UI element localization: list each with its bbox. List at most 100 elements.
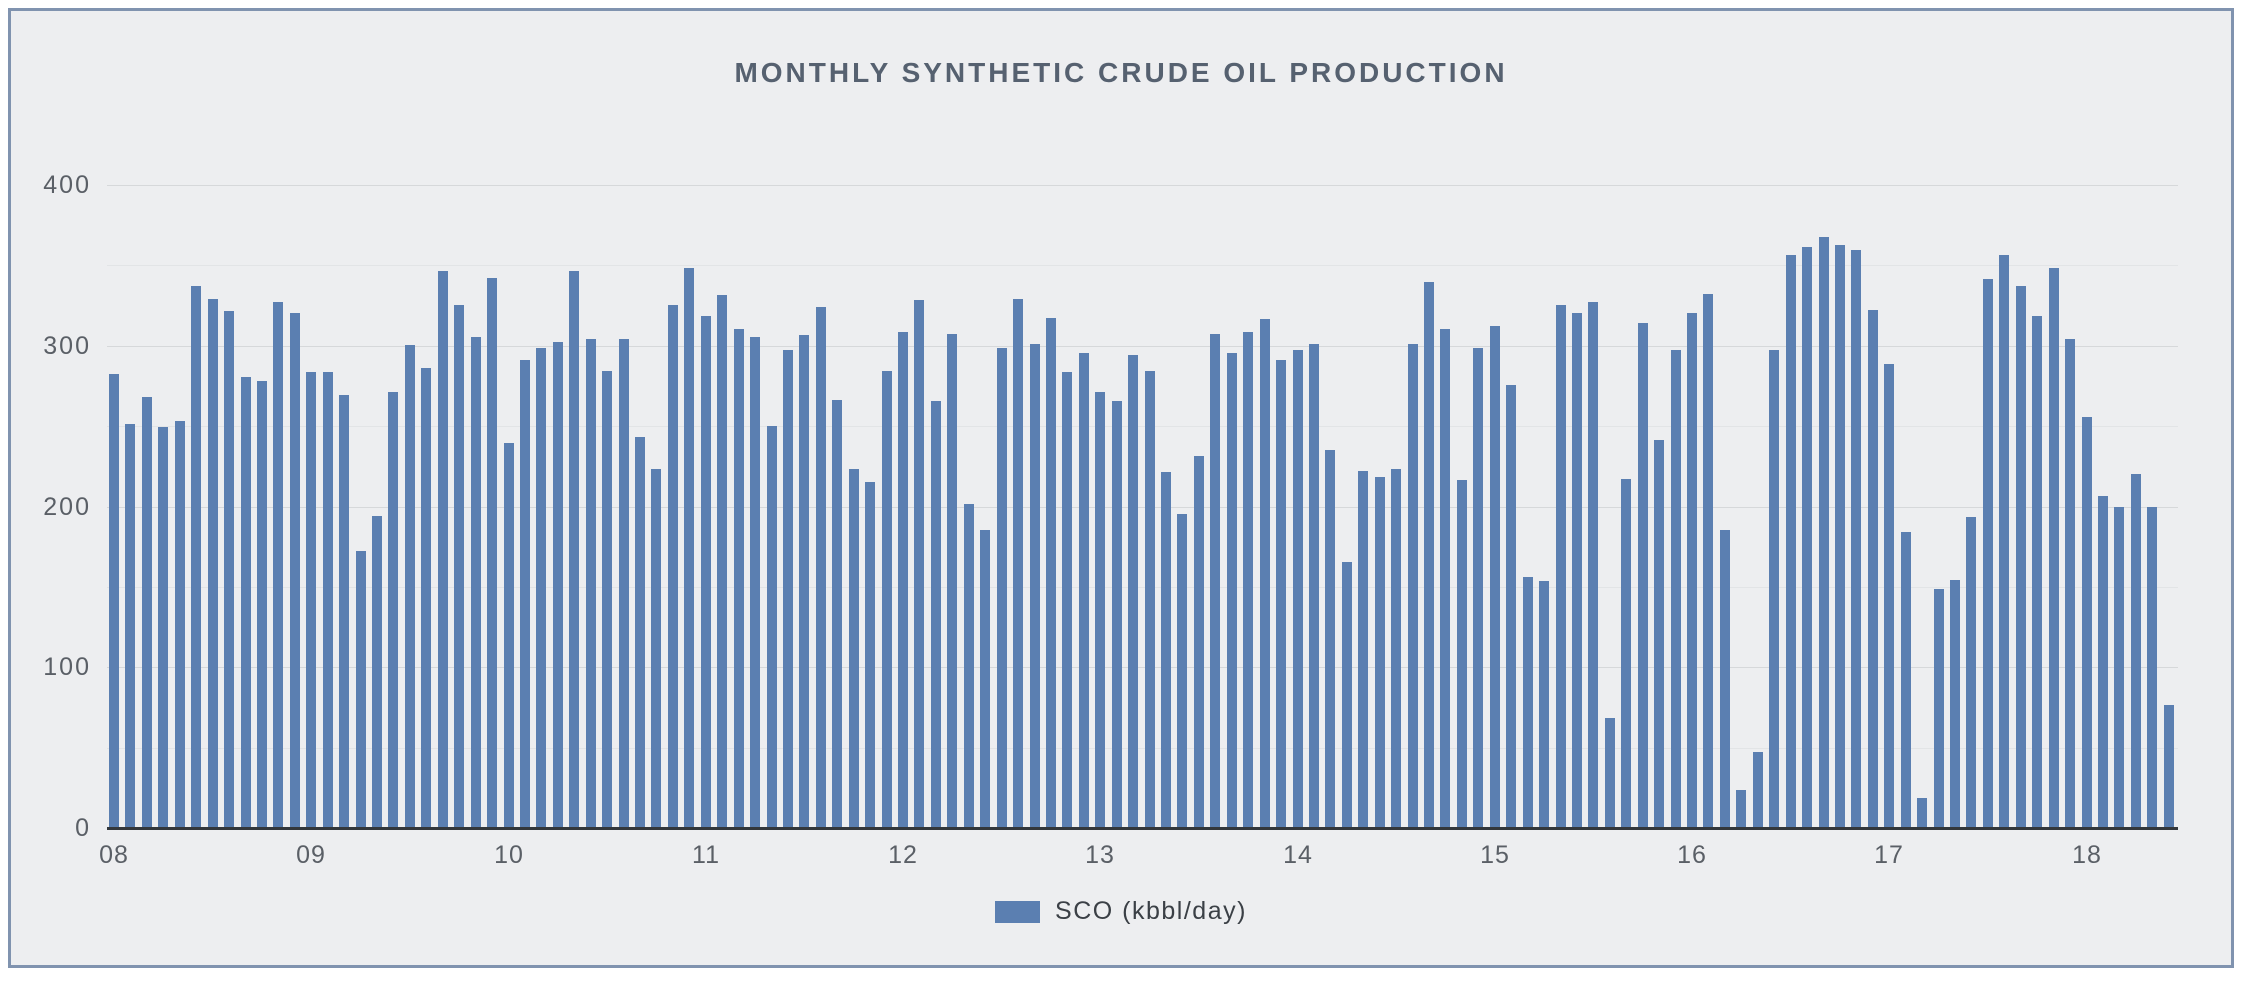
bar-2017-05[interactable] [1950, 580, 1960, 829]
bar-2015-08[interactable] [1604, 718, 1615, 829]
bar-2012-05[interactable] [963, 504, 974, 829]
bar-2013-02[interactable] [1111, 401, 1122, 829]
bar-2013-08[interactable] [1210, 334, 1221, 829]
bar-2012-01[interactable] [898, 332, 908, 829]
bar-2018-04[interactable] [2130, 474, 2141, 829]
bar-2017-02[interactable] [1900, 532, 1911, 829]
bar-2014-05[interactable] [1358, 471, 1369, 829]
bar-2014-06[interactable] [1374, 477, 1385, 829]
bar-2009-06[interactable] [388, 392, 399, 829]
bar-2009-11[interactable] [470, 337, 481, 829]
bar-2016-06[interactable] [1769, 350, 1780, 829]
bar-2009-09[interactable] [437, 271, 448, 829]
bar-2011-04[interactable] [750, 337, 761, 829]
bar-2012-11[interactable] [1062, 372, 1073, 829]
bar-2011-03[interactable] [733, 329, 744, 829]
bar-2008-10[interactable] [256, 381, 267, 829]
bar-2009-04[interactable] [355, 551, 366, 829]
bar-2017-10[interactable] [2032, 316, 2043, 829]
bar-2011-02[interactable] [717, 295, 728, 829]
bar-2011-01[interactable] [700, 316, 711, 829]
bar-2011-09[interactable] [832, 400, 843, 829]
bar-2013-10[interactable] [1243, 332, 1254, 829]
bar-2011-12[interactable] [881, 371, 892, 829]
bar-2018-05[interactable] [2147, 507, 2158, 829]
bar-2014-04[interactable] [1341, 562, 1352, 829]
bar-2017-01[interactable] [1884, 364, 1895, 829]
bar-2013-03[interactable] [1128, 355, 1139, 829]
bar-2015-12[interactable] [1670, 350, 1681, 829]
bar-2010-02[interactable] [519, 360, 530, 829]
bar-2012-08[interactable] [1013, 299, 1024, 829]
bar-2016-03[interactable] [1719, 530, 1730, 829]
bar-2016-11[interactable] [1851, 250, 1862, 829]
bar-2008-04[interactable] [158, 427, 169, 829]
bar-2009-08[interactable] [421, 368, 432, 829]
bar-2012-06[interactable] [980, 530, 991, 829]
bar-2017-03[interactable] [1917, 798, 1928, 829]
bar-2009-10[interactable] [454, 305, 465, 829]
bar-2011-06[interactable] [782, 350, 793, 829]
bar-2013-07[interactable] [1193, 456, 1204, 829]
bar-2018-02[interactable] [2097, 496, 2108, 829]
bar-2008-07[interactable] [207, 299, 218, 829]
bar-2015-02[interactable] [1506, 385, 1517, 829]
bar-2018-06[interactable] [2163, 705, 2174, 829]
bar-2018-03[interactable] [2114, 507, 2125, 829]
bar-2017-11[interactable] [2048, 268, 2059, 829]
bar-2017-04[interactable] [1933, 589, 1944, 829]
bar-2010-06[interactable] [585, 339, 596, 829]
bar-2017-06[interactable] [1966, 517, 1977, 829]
bar-2011-07[interactable] [799, 335, 810, 829]
bar-2008-08[interactable] [224, 311, 235, 829]
bar-2009-12[interactable] [487, 278, 498, 829]
bar-2016-12[interactable] [1867, 310, 1878, 829]
bar-2013-09[interactable] [1226, 353, 1237, 829]
bar-2009-05[interactable] [372, 516, 382, 829]
bar-2010-01[interactable] [503, 443, 514, 829]
bar-2013-05[interactable] [1161, 472, 1171, 829]
bar-2016-05[interactable] [1752, 752, 1763, 829]
bar-2013-11[interactable] [1259, 319, 1270, 829]
bar-2016-07[interactable] [1785, 255, 1796, 829]
bar-2015-07[interactable] [1588, 302, 1599, 829]
bar-2014-07[interactable] [1391, 469, 1402, 829]
bar-2009-03[interactable] [339, 395, 350, 829]
bar-2010-05[interactable] [569, 271, 580, 829]
bar-2016-02[interactable] [1703, 294, 1714, 829]
bar-2015-01[interactable] [1489, 326, 1500, 829]
bar-2015-03[interactable] [1522, 577, 1533, 829]
bar-2012-07[interactable] [996, 348, 1007, 829]
bar-2015-10[interactable] [1637, 323, 1648, 829]
bar-2014-08[interactable] [1407, 344, 1418, 829]
bar-2017-07[interactable] [1982, 279, 1993, 829]
bar-2013-01[interactable] [1095, 392, 1106, 829]
bar-2010-04[interactable] [552, 342, 563, 829]
bar-2010-09[interactable] [635, 437, 645, 829]
bar-2010-11[interactable] [667, 305, 678, 829]
bar-2016-01[interactable] [1687, 313, 1697, 829]
bar-2009-01[interactable] [306, 372, 317, 829]
bar-2010-08[interactable] [618, 339, 629, 829]
bar-2012-02[interactable] [914, 300, 925, 829]
bar-2010-03[interactable] [536, 348, 547, 829]
bar-2009-07[interactable] [404, 345, 415, 829]
bar-2015-11[interactable] [1654, 440, 1665, 829]
bar-2017-12[interactable] [2065, 339, 2076, 829]
bar-2010-12[interactable] [684, 268, 695, 829]
bar-2016-08[interactable] [1802, 247, 1813, 829]
bar-2013-12[interactable] [1276, 360, 1287, 829]
bar-2016-09[interactable] [1818, 237, 1829, 829]
bar-2015-09[interactable] [1621, 479, 1632, 829]
bar-2014-12[interactable] [1473, 348, 1484, 829]
bar-2012-09[interactable] [1029, 344, 1040, 829]
bar-2011-10[interactable] [848, 469, 859, 829]
bar-2014-02[interactable] [1308, 344, 1319, 829]
bar-2014-09[interactable] [1424, 282, 1434, 829]
bar-2018-01[interactable] [2081, 417, 2092, 829]
bar-2012-10[interactable] [1045, 318, 1056, 829]
bar-2012-03[interactable] [930, 401, 941, 829]
bar-2014-03[interactable] [1325, 450, 1336, 829]
bar-2008-01[interactable] [109, 374, 119, 829]
bar-2010-07[interactable] [602, 371, 613, 829]
